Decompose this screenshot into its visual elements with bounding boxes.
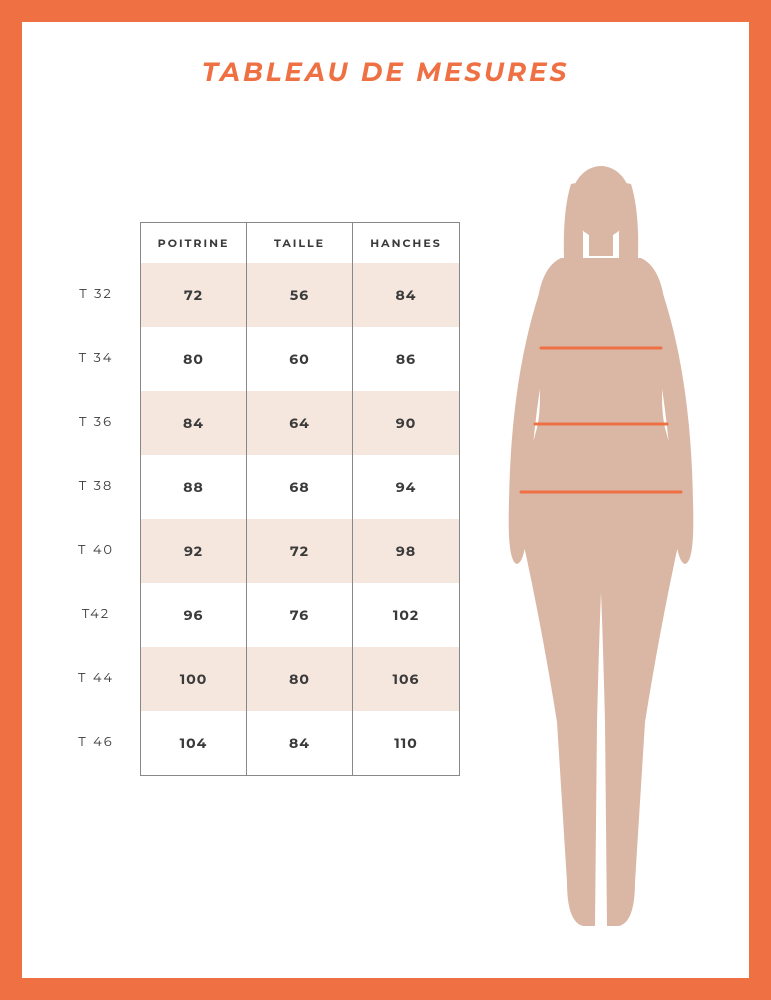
table-cell: 56 [247, 263, 353, 327]
table-cell: 102 [353, 583, 459, 647]
table-column-header: HANCHES [353, 223, 459, 263]
table-cell: 106 [353, 647, 459, 711]
size-label: T 32 [62, 262, 130, 326]
table-cell: 104 [141, 711, 247, 775]
table-cell: 100 [141, 647, 247, 711]
table-cell: 80 [247, 647, 353, 711]
size-label: T 44 [62, 646, 130, 710]
table-cell: 84 [353, 263, 459, 327]
table-row: 927298 [141, 519, 459, 583]
table-cell: 90 [353, 391, 459, 455]
table-header-row: POITRINETAILLEHANCHES [141, 223, 459, 263]
table-cell: 60 [247, 327, 353, 391]
table-cell: 96 [141, 583, 247, 647]
table-row: 10080106 [141, 647, 459, 711]
table-column-header: POITRINE [141, 223, 247, 263]
content-area: T 32T 34T 36T 38T 40T42T 44T 46 POITRINE… [62, 222, 460, 776]
table-cell: 84 [141, 391, 247, 455]
table-cell: 92 [141, 519, 247, 583]
table-row: 9676102 [141, 583, 459, 647]
size-label: T 36 [62, 390, 130, 454]
table-row: 10484110 [141, 711, 459, 775]
size-label: T 40 [62, 518, 130, 582]
size-label: T 38 [62, 454, 130, 518]
table-cell: 76 [247, 583, 353, 647]
table-cell: 86 [353, 327, 459, 391]
table-cell: 68 [247, 455, 353, 519]
table-cell: 88 [141, 455, 247, 519]
measurements-table: POITRINETAILLEHANCHES 725684806086846490… [140, 222, 460, 776]
table-cell: 84 [247, 711, 353, 775]
page-title: TABLEAU DE MESURES [22, 22, 749, 88]
table-cell: 72 [247, 519, 353, 583]
table-cell: 64 [247, 391, 353, 455]
size-label: T 46 [62, 710, 130, 774]
table-cell: 72 [141, 263, 247, 327]
table-cell: 80 [141, 327, 247, 391]
table-row: 846490 [141, 391, 459, 455]
table-row: 725684 [141, 263, 459, 327]
size-labels-column: T 32T 34T 36T 38T 40T42T 44T 46 [62, 262, 130, 774]
table-column-header: TAILLE [247, 223, 353, 263]
table-cell: 94 [353, 455, 459, 519]
table-row: 806086 [141, 327, 459, 391]
table-cell: 98 [353, 519, 459, 583]
size-chart-card: TABLEAU DE MESURES T 32T 34T 36T 38T 40T… [0, 0, 771, 1000]
table-row: 886894 [141, 455, 459, 519]
size-label: T42 [62, 582, 130, 646]
body-silhouette [471, 162, 731, 942]
card-inner: TABLEAU DE MESURES T 32T 34T 36T 38T 40T… [22, 22, 749, 978]
size-label: T 34 [62, 326, 130, 390]
table-cell: 110 [353, 711, 459, 775]
